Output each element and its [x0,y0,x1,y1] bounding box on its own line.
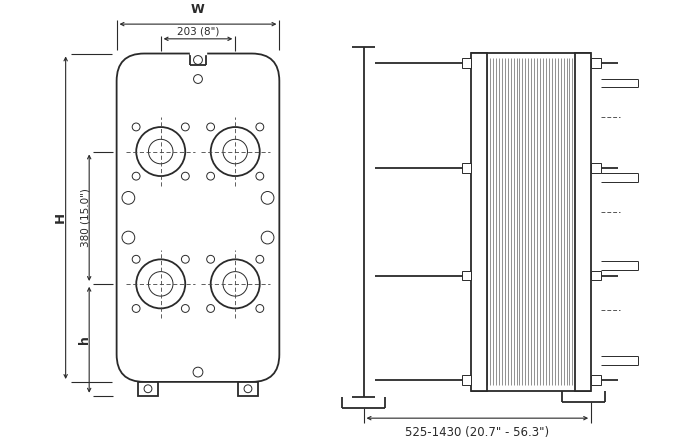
Text: H: H [53,212,66,223]
Bar [591,375,601,385]
Bar [462,270,471,280]
FancyBboxPatch shape [117,54,279,382]
Text: W: W [191,3,205,16]
Bar [591,59,601,68]
Bar [462,163,471,173]
Text: 380 (15.0"): 380 (15.0") [80,188,91,247]
Bar [138,382,158,396]
Bar [471,53,487,391]
Bar [576,53,591,391]
Bar [238,382,258,396]
Text: 203 (8"): 203 (8") [177,27,219,37]
Bar [591,270,601,280]
Bar [591,163,601,173]
Text: 525-1430 (20.7" - 56.3"): 525-1430 (20.7" - 56.3") [406,426,549,439]
Bar [462,59,471,68]
Text: h: h [78,335,91,344]
Bar [462,375,471,385]
